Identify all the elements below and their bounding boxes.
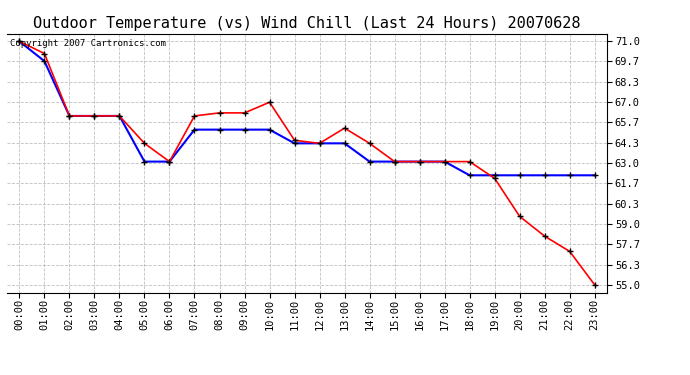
Text: Copyright 2007 Cartronics.com: Copyright 2007 Cartronics.com <box>10 39 166 48</box>
Title: Outdoor Temperature (vs) Wind Chill (Last 24 Hours) 20070628: Outdoor Temperature (vs) Wind Chill (Las… <box>33 16 581 31</box>
